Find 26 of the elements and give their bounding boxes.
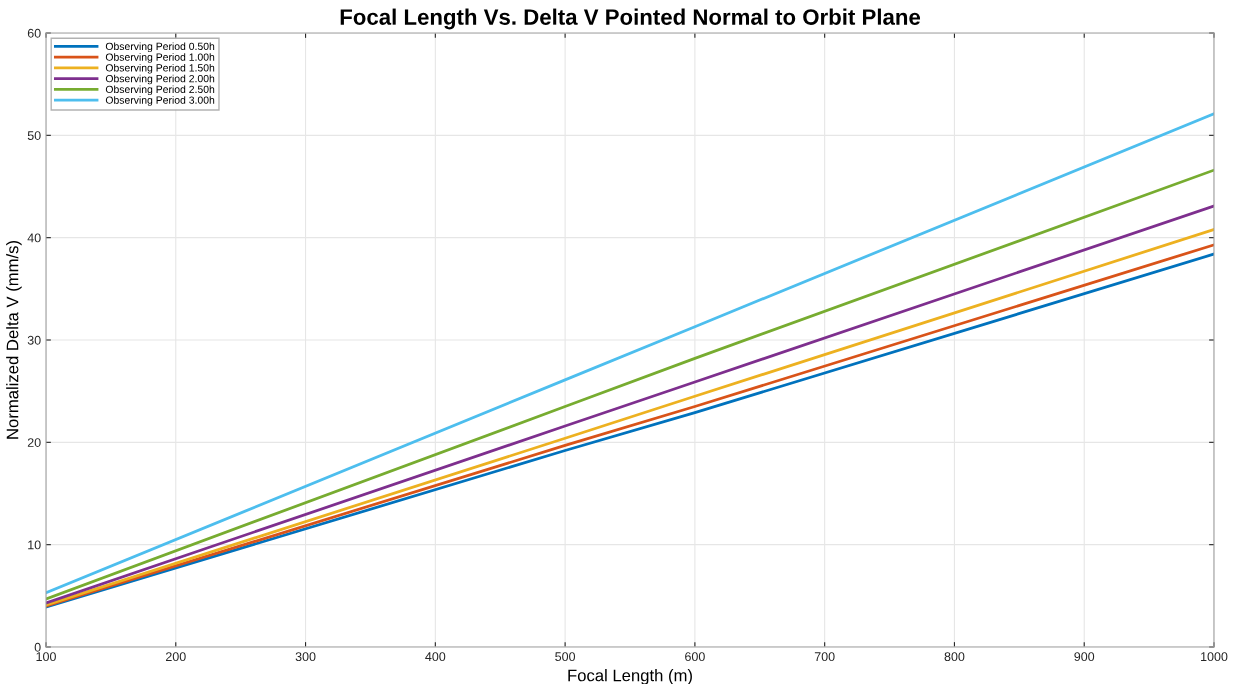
x-tick-label: 900 (1074, 652, 1095, 662)
x-tick-label: 100 (36, 652, 56, 662)
x-tick-label: 400 (425, 652, 446, 662)
y-axis-title: Normalized Delta V (mm/s) (6, 241, 22, 439)
legend-label: Observing Period 2.50h (105, 85, 215, 96)
x-tick-label: 300 (295, 652, 316, 662)
y-tick-label: 50 (27, 131, 41, 140)
x-tick-label: 200 (165, 652, 186, 662)
x-tick-label: 500 (555, 652, 576, 662)
x-tick-label: 700 (814, 652, 835, 662)
y-tick-label: 30 (27, 335, 41, 345)
y-tick-label: 40 (27, 233, 41, 243)
legend-label: Observing Period 2.00h (105, 74, 215, 85)
legend-label: Observing Period 1.50h (105, 63, 215, 74)
y-tick-label: 60 (27, 28, 41, 38)
x-tick-label: 800 (944, 652, 965, 662)
legend-label: Observing Period 3.00h (105, 96, 215, 106)
y-tick-label: 20 (27, 438, 41, 447)
legend-label: Observing Period 0.50h (105, 42, 215, 53)
chart-title: Focal Length Vs. Delta V Pointed Normal to Orbit Plane (340, 8, 921, 30)
x-tick-label: 1000 (1201, 652, 1228, 662)
y-tick-label: 10 (28, 540, 41, 550)
x-tick-label: 600 (685, 652, 705, 662)
x-axis-title: Focal Length (m) (568, 669, 692, 684)
y-tick-label: 0 (34, 642, 41, 652)
legend-label: Observing Period 1.00h (105, 53, 215, 63)
